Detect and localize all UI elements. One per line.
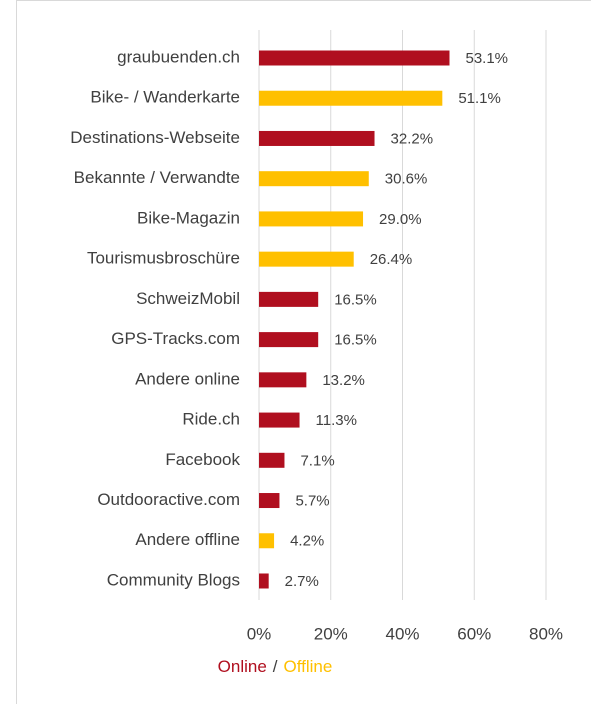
value-label: 26.4%	[370, 251, 413, 268]
x-tick-label: 20%	[314, 624, 348, 643]
value-label: 5.7%	[295, 492, 329, 509]
bar	[259, 533, 275, 549]
category-label: Andere offline	[135, 530, 240, 549]
bar	[259, 452, 285, 468]
x-tick-label: 60%	[457, 624, 491, 643]
category-label: SchweizMobil	[136, 289, 240, 308]
legend-entry: Offline	[284, 657, 333, 676]
bar	[259, 372, 307, 388]
bar	[259, 332, 319, 348]
value-label: 16.5%	[334, 332, 377, 349]
value-label: 4.2%	[290, 533, 324, 550]
value-label: 13.2%	[322, 372, 365, 389]
category-label: Tourismusbroschüre	[87, 249, 240, 268]
bar	[259, 493, 280, 509]
value-label: 30.6%	[385, 171, 428, 188]
category-label: GPS-Tracks.com	[111, 329, 240, 348]
category-label: Bike-Magazin	[137, 208, 240, 227]
category-label: Bike- / Wanderkarte	[90, 88, 240, 107]
bar	[259, 50, 450, 66]
bar	[259, 573, 269, 589]
value-label: 16.5%	[334, 291, 377, 308]
value-label: 7.1%	[300, 452, 334, 469]
category-label: graubuenden.ch	[117, 47, 240, 66]
legend-separator: /	[273, 657, 278, 676]
bar	[259, 211, 364, 227]
category-label: Outdooractive.com	[97, 490, 240, 509]
value-label: 51.1%	[458, 90, 501, 107]
category-label: Andere online	[135, 369, 240, 388]
bar	[259, 412, 300, 428]
legend: Online / Offline	[218, 657, 333, 676]
bar	[259, 90, 443, 106]
category-label: Community Blogs	[107, 570, 240, 589]
bar	[259, 251, 354, 267]
category-label: Ride.ch	[182, 410, 240, 429]
category-label: Facebook	[165, 450, 240, 469]
frame	[16, 0, 591, 704]
category-label: Destinations-Webseite	[70, 128, 240, 147]
value-label: 11.3%	[316, 412, 357, 429]
bar	[259, 130, 375, 146]
bar	[259, 291, 319, 307]
value-label: 32.2%	[391, 130, 434, 147]
x-tick-label: 80%	[529, 624, 563, 643]
value-label: 53.1%	[465, 50, 508, 67]
legend-entry: Online	[218, 657, 267, 676]
bar	[259, 171, 369, 187]
x-tick-label: 0%	[247, 624, 272, 643]
value-label: 2.7%	[285, 573, 319, 590]
x-tick-label: 40%	[385, 624, 419, 643]
category-label: Bekannte / Verwandte	[74, 168, 240, 187]
value-label: 29.0%	[379, 211, 422, 228]
